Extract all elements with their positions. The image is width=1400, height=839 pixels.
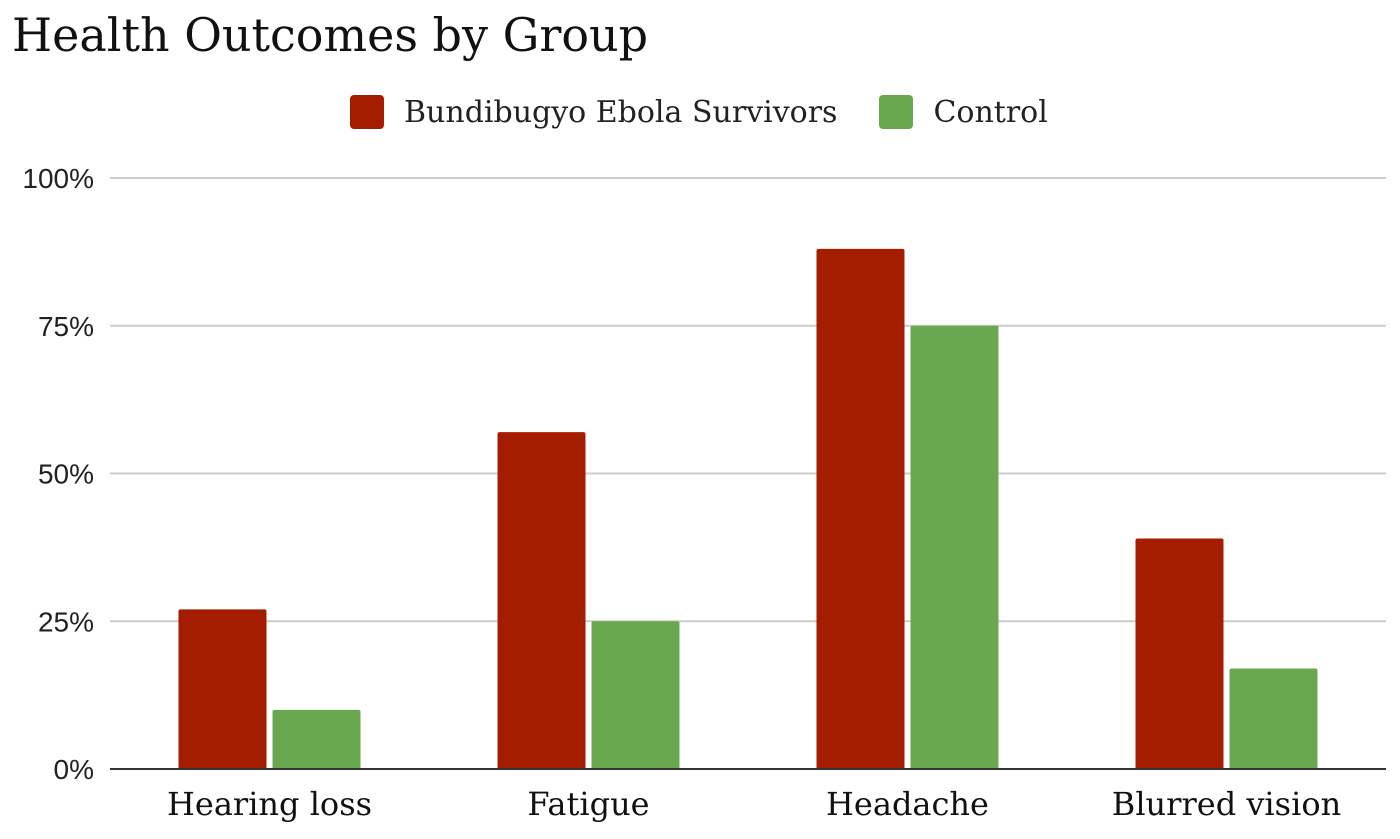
x-tick-label: Headache — [826, 785, 989, 823]
bar-control-headache — [910, 325, 999, 769]
legend-label-survivors: Bundibugyo Ebola Survivors — [404, 94, 838, 130]
y-tick-label: 0% — [54, 754, 94, 785]
y-tick-label: 50% — [38, 459, 94, 490]
bar-survivors-headache — [816, 248, 905, 770]
bar-survivors-hearing-loss — [178, 609, 267, 769]
legend-item-control: Control — [879, 94, 1048, 130]
bar-control-blurred-vision — [1229, 668, 1318, 769]
legend-label-control: Control — [933, 94, 1048, 130]
y-tick-label: 75% — [38, 311, 94, 342]
chart-title: Health Outcomes by Group — [12, 8, 649, 62]
legend-swatch-control — [879, 95, 914, 129]
bars — [178, 248, 1318, 770]
x-tick-label: Hearing loss — [167, 785, 372, 823]
bar-control-fatigue — [591, 621, 680, 769]
legend: Bundibugyo Ebola Survivors Control — [350, 94, 1090, 130]
y-axis-ticks: 0% 25% 50% 75% 100% — [22, 163, 94, 785]
y-tick-label: 25% — [38, 606, 94, 637]
bar-survivors-blurred-vision — [1135, 538, 1224, 769]
y-tick-label: 100% — [22, 163, 94, 194]
x-tick-label: Blurred vision — [1112, 785, 1341, 823]
bar-control-hearing-loss — [272, 709, 361, 769]
legend-item-survivors: Bundibugyo Ebola Survivors — [350, 95, 837, 130]
legend-swatch-survivors — [350, 95, 384, 129]
x-axis-ticks: Hearing loss Fatigue Headache Blurred visio… — [167, 785, 1341, 823]
bar-survivors-fatigue — [497, 432, 586, 769]
x-tick-label: Fatigue — [527, 785, 649, 823]
